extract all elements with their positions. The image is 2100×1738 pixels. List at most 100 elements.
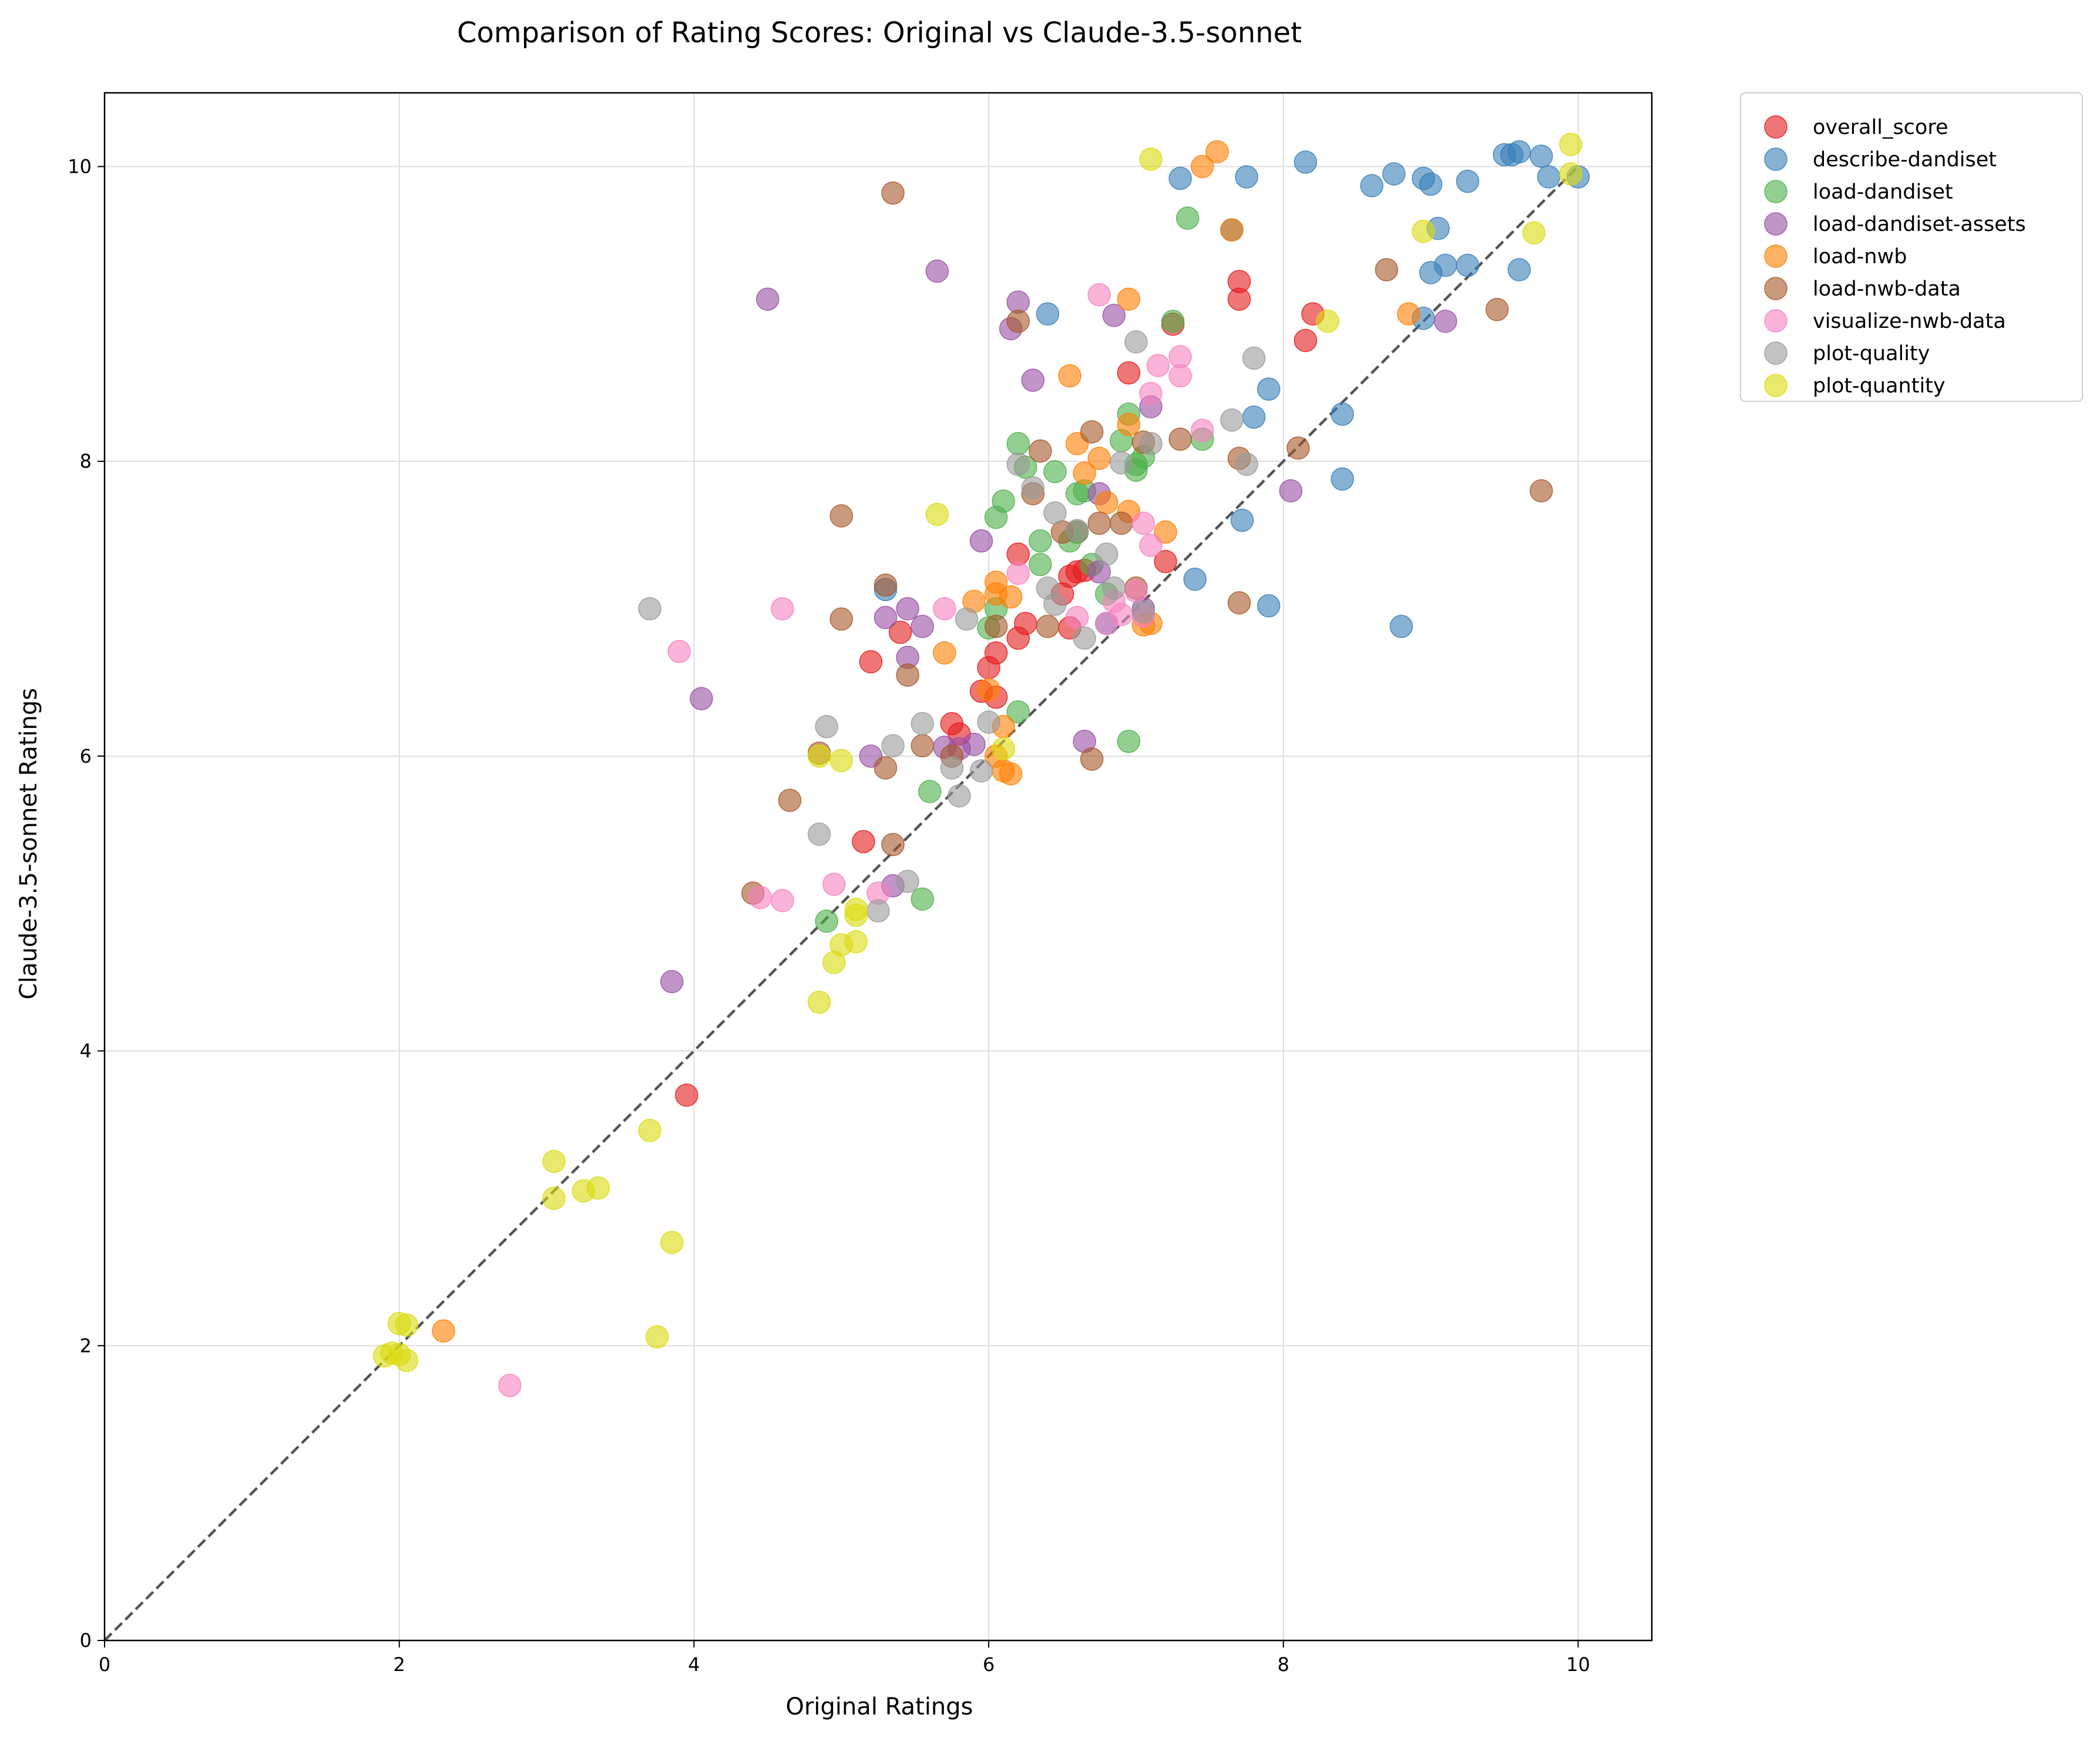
legend-label: overall_score bbox=[1813, 116, 1948, 139]
data-point bbox=[1110, 511, 1133, 535]
data-point bbox=[852, 830, 875, 854]
y-tick-label: 0 bbox=[80, 1629, 92, 1652]
data-point bbox=[1095, 542, 1118, 566]
data-point bbox=[999, 585, 1023, 609]
data-point bbox=[933, 641, 956, 665]
data-point bbox=[1124, 330, 1148, 354]
data-point bbox=[896, 597, 919, 620]
data-point bbox=[1139, 381, 1162, 405]
data-point bbox=[1522, 221, 1546, 245]
data-point bbox=[1537, 165, 1561, 189]
series-plot-quantity bbox=[372, 133, 1582, 1373]
data-point bbox=[992, 489, 1015, 513]
x-tick-label: 0 bbox=[99, 1653, 110, 1676]
data-point bbox=[881, 734, 905, 758]
data-point bbox=[638, 597, 661, 620]
plot-area-frame bbox=[103, 92, 1653, 1642]
data-point bbox=[1117, 287, 1141, 311]
data-point bbox=[1191, 418, 1214, 442]
data-point bbox=[1375, 258, 1399, 281]
data-point bbox=[1139, 147, 1162, 171]
data-point bbox=[969, 759, 993, 783]
series-load-nwb bbox=[432, 140, 1420, 1343]
data-point bbox=[1456, 253, 1480, 277]
legend-label: load-dandiset bbox=[1813, 180, 1953, 204]
data-point bbox=[778, 789, 802, 812]
data-point bbox=[977, 656, 1000, 680]
legend-label: visualize-nwb-data bbox=[1813, 310, 2006, 333]
y-tick-label: 2 bbox=[80, 1334, 92, 1357]
data-point bbox=[1227, 591, 1251, 615]
data-point bbox=[638, 1119, 661, 1142]
y-axis-ticks: 0 2 4 6 8 10 bbox=[68, 155, 105, 1652]
data-point bbox=[1154, 549, 1177, 573]
data-point bbox=[807, 744, 831, 768]
data-point bbox=[822, 873, 846, 896]
data-point bbox=[1293, 328, 1318, 353]
data-point bbox=[771, 888, 794, 912]
data-point bbox=[660, 969, 684, 994]
data-point bbox=[918, 780, 942, 803]
data-point bbox=[1102, 576, 1126, 600]
data-point bbox=[881, 833, 905, 857]
data-point bbox=[1257, 377, 1281, 401]
data-point bbox=[1146, 354, 1170, 377]
data-point bbox=[1043, 459, 1067, 484]
data-point bbox=[815, 910, 838, 933]
data-point bbox=[586, 1176, 610, 1200]
data-point bbox=[1330, 467, 1354, 491]
data-point bbox=[1257, 594, 1281, 618]
data-point bbox=[888, 620, 912, 644]
data-point bbox=[1014, 612, 1037, 635]
data-point bbox=[1131, 600, 1155, 623]
data-point bbox=[1360, 174, 1384, 197]
data-point bbox=[645, 1325, 669, 1348]
x-tick-label: 4 bbox=[688, 1653, 700, 1676]
data-point bbox=[1507, 140, 1531, 164]
data-point bbox=[977, 710, 1000, 734]
data-point bbox=[1530, 479, 1553, 503]
legend-box bbox=[1740, 92, 2083, 402]
series-plot-quality bbox=[638, 330, 1266, 923]
data-point bbox=[925, 259, 949, 283]
legend-label: describe-dandiset bbox=[1813, 148, 1997, 172]
data-point bbox=[1183, 568, 1207, 591]
data-point bbox=[881, 181, 905, 205]
legend-marker bbox=[1764, 115, 1787, 139]
data-point bbox=[947, 784, 971, 808]
data-point bbox=[1036, 615, 1060, 638]
legend: overall_score describe-dandiset load-dandi… bbox=[1740, 92, 2083, 402]
data-point bbox=[1286, 436, 1310, 460]
legend-label: load-nwb-data bbox=[1813, 277, 1961, 301]
data-point bbox=[542, 1149, 566, 1173]
data-point bbox=[999, 762, 1023, 786]
data-point bbox=[910, 734, 935, 758]
data-point bbox=[910, 712, 935, 736]
data-point bbox=[1434, 310, 1457, 333]
x-axis-ticks: 0 2 4 6 8 10 bbox=[99, 1640, 1590, 1676]
data-point bbox=[1043, 501, 1067, 525]
legend-marker bbox=[1764, 212, 1787, 236]
data-point bbox=[1230, 508, 1254, 532]
data-point bbox=[910, 887, 935, 911]
data-point bbox=[1073, 626, 1096, 650]
x-tick-label: 6 bbox=[983, 1653, 994, 1676]
data-point bbox=[859, 650, 883, 674]
legend-marker bbox=[1764, 180, 1787, 203]
data-point bbox=[896, 663, 919, 687]
data-point bbox=[1006, 562, 1030, 585]
data-point bbox=[1029, 552, 1052, 576]
y-tick-label: 8 bbox=[80, 450, 92, 472]
data-point bbox=[1279, 479, 1303, 503]
data-point bbox=[1124, 579, 1148, 603]
x-tick-label: 10 bbox=[1566, 1653, 1590, 1676]
data-point bbox=[1065, 519, 1089, 542]
data-point bbox=[1412, 220, 1435, 243]
data-point bbox=[1117, 361, 1141, 385]
data-point bbox=[844, 930, 868, 954]
x-axis-label: Original Ratings bbox=[785, 1693, 973, 1720]
y-tick-label: 6 bbox=[80, 745, 92, 767]
data-point bbox=[940, 756, 964, 780]
data-point bbox=[395, 1313, 419, 1337]
data-points bbox=[372, 133, 1590, 1397]
